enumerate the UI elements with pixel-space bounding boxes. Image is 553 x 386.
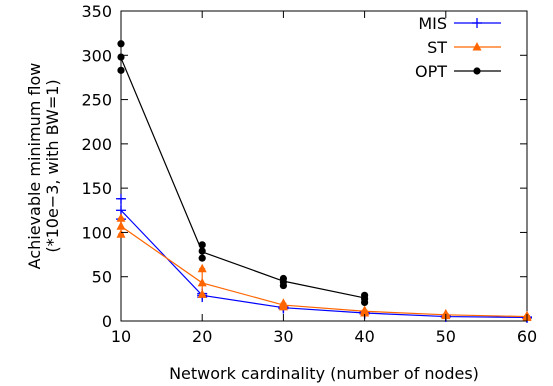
opt-point bbox=[198, 254, 206, 262]
st-point-high bbox=[441, 308, 451, 318]
opt-point bbox=[361, 291, 369, 299]
opt-point bbox=[117, 40, 125, 48]
y-tick-label: 350 bbox=[81, 2, 112, 21]
x-tick-label: 30 bbox=[273, 327, 293, 346]
st-point-high bbox=[360, 305, 370, 314]
x-tick-label: 20 bbox=[192, 327, 212, 346]
x-axis-title: Network cardinality (number of nodes) bbox=[169, 364, 479, 383]
x-tick-label: 50 bbox=[436, 327, 456, 346]
ticks-layer: 10 20 30 40 50 60 0 50 100 150 200 250 300 350 bbox=[81, 2, 537, 346]
series-layer bbox=[116, 40, 532, 323]
st-point bbox=[197, 277, 207, 287]
legend-swatch-marker-mis bbox=[472, 18, 482, 28]
st-point-high bbox=[197, 263, 207, 273]
st-point-low bbox=[116, 229, 126, 238]
legend-item-st: ST bbox=[427, 38, 501, 57]
x-tick-label: 10 bbox=[111, 327, 131, 346]
mis-series bbox=[116, 193, 532, 323]
st-line bbox=[120, 225, 528, 318]
legend-label-mis: MIS bbox=[418, 14, 447, 33]
opt-line bbox=[120, 57, 365, 299]
y-tick-label: 50 bbox=[92, 268, 112, 287]
opt-series bbox=[117, 40, 369, 306]
legend: MIS ST OPT bbox=[415, 14, 501, 81]
st-point bbox=[116, 221, 126, 230]
y-tick-label: 100 bbox=[81, 223, 112, 242]
plot-frame bbox=[120, 10, 528, 322]
y-tick-label: 300 bbox=[81, 46, 112, 65]
y-axis-title-line-2: (*10e−3, with BW=1) bbox=[43, 79, 62, 252]
st-series bbox=[116, 213, 532, 321]
opt-point bbox=[198, 247, 206, 255]
y-axis-title-line-1: Achievable minimum flow bbox=[25, 63, 44, 270]
opt-point bbox=[117, 53, 125, 61]
y-tick-label: 0 bbox=[102, 312, 112, 331]
y-tick-label: 150 bbox=[81, 179, 112, 198]
legend-label-st: ST bbox=[427, 38, 447, 57]
x-tick-label: 60 bbox=[517, 327, 537, 346]
st-point-high bbox=[278, 298, 288, 307]
opt-point bbox=[117, 66, 125, 74]
y-axis-title: Achievable minimum flow (*10e−3, with BW… bbox=[25, 63, 62, 270]
mis-line bbox=[120, 209, 528, 319]
legend-label-opt: OPT bbox=[415, 62, 447, 81]
legend-swatch-marker-opt bbox=[473, 67, 481, 75]
opt-point bbox=[198, 241, 206, 249]
st-point-high bbox=[116, 213, 126, 222]
x-tick-label: 40 bbox=[354, 327, 374, 346]
mis-point-high bbox=[116, 193, 126, 204]
opt-point bbox=[279, 274, 287, 283]
legend-swatch-marker-st bbox=[472, 42, 482, 51]
y-tick-label: 200 bbox=[81, 135, 112, 154]
legend-item-mis: MIS bbox=[418, 14, 501, 33]
y-tick-label: 250 bbox=[81, 91, 112, 110]
legend-item-opt: OPT bbox=[415, 62, 501, 81]
st-point-low bbox=[197, 289, 207, 298]
plot-area bbox=[120, 10, 528, 322]
